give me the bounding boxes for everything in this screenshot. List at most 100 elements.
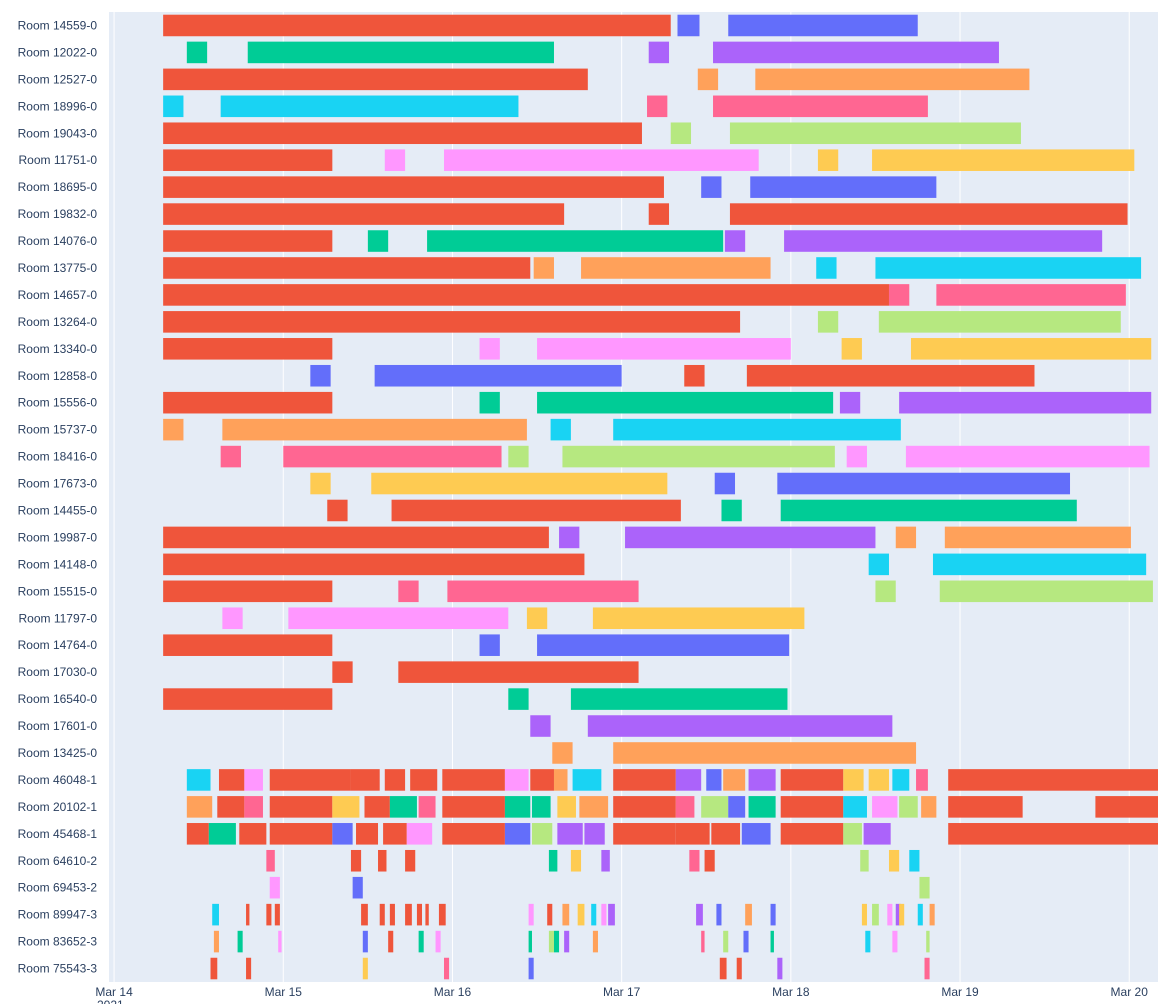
gantt-bar[interactable]: [944, 526, 1131, 549]
gantt-bar[interactable]: [689, 849, 700, 872]
gantt-bar[interactable]: [746, 364, 1035, 387]
gantt-bar[interactable]: [728, 796, 746, 818]
gantt-bar[interactable]: [899, 796, 918, 818]
gantt-bar[interactable]: [591, 903, 597, 926]
gantt-bar[interactable]: [350, 769, 380, 791]
gantt-bar[interactable]: [362, 930, 368, 953]
gantt-bar[interactable]: [548, 849, 558, 872]
gantt-bar[interactable]: [780, 796, 844, 818]
gantt-bar[interactable]: [872, 149, 1135, 171]
gantt-bar[interactable]: [442, 769, 505, 791]
gantt-bar[interactable]: [327, 499, 348, 522]
gantt-bar[interactable]: [547, 903, 553, 926]
gantt-bar[interactable]: [531, 796, 551, 818]
gantt-bar[interactable]: [528, 957, 534, 980]
gantt-bar[interactable]: [729, 122, 1021, 145]
gantt-bar[interactable]: [186, 796, 213, 818]
gantt-bar[interactable]: [587, 715, 893, 737]
gantt-bar[interactable]: [750, 176, 937, 198]
gantt-bar[interactable]: [435, 930, 441, 953]
gantt-bar[interactable]: [887, 903, 893, 926]
gantt-bar[interactable]: [447, 580, 639, 603]
gantt-bar[interactable]: [266, 849, 275, 872]
gantt-bar[interactable]: [479, 634, 500, 656]
gantt-bar[interactable]: [948, 823, 1158, 845]
gantt-bar[interactable]: [613, 823, 676, 845]
gantt-bar[interactable]: [716, 903, 722, 926]
gantt-bar[interactable]: [706, 769, 722, 791]
gantt-bar[interactable]: [926, 930, 930, 953]
gantt-bar[interactable]: [843, 796, 867, 818]
gantt-bar[interactable]: [581, 257, 771, 279]
gantt-bar[interactable]: [222, 607, 243, 630]
gantt-bar[interactable]: [562, 903, 570, 926]
gantt-bar[interactable]: [648, 41, 670, 64]
gantt-bar[interactable]: [552, 742, 573, 764]
gantt-bar[interactable]: [557, 823, 583, 845]
gantt-bar[interactable]: [892, 930, 898, 953]
gantt-bar[interactable]: [186, 769, 211, 791]
gantt-bar[interactable]: [860, 849, 869, 872]
gantt-bar[interactable]: [701, 176, 722, 198]
gantt-bar[interactable]: [383, 823, 407, 845]
gantt-bar[interactable]: [378, 849, 387, 872]
gantt-bar[interactable]: [163, 14, 671, 37]
gantt-bar[interactable]: [899, 903, 905, 926]
gantt-bar[interactable]: [780, 769, 844, 791]
gantt-bar[interactable]: [910, 338, 1152, 360]
gantt-bar[interactable]: [770, 930, 774, 953]
gantt-bar[interactable]: [843, 769, 864, 791]
gantt-bar[interactable]: [613, 742, 917, 764]
gantt-bar[interactable]: [888, 849, 900, 872]
gantt-bar[interactable]: [384, 769, 406, 791]
gantt-bar[interactable]: [398, 580, 419, 603]
gantt-bar[interactable]: [442, 796, 505, 818]
gantt-bar[interactable]: [745, 903, 752, 926]
gantt-bar[interactable]: [283, 445, 502, 468]
gantt-bar[interactable]: [163, 149, 333, 171]
gantt-bar[interactable]: [677, 14, 700, 37]
gantt-bar[interactable]: [714, 472, 736, 495]
gantt-bar[interactable]: [222, 418, 527, 441]
gantt-bar[interactable]: [504, 769, 529, 791]
gantt-bar[interactable]: [374, 364, 622, 387]
gantt-bar[interactable]: [186, 823, 209, 845]
gantt-bar[interactable]: [948, 796, 1023, 818]
gantt-bar[interactable]: [269, 796, 333, 818]
gantt-bar[interactable]: [163, 284, 889, 306]
gantt-bar[interactable]: [410, 769, 438, 791]
gantt-bar[interactable]: [508, 445, 529, 468]
gantt-bar[interactable]: [592, 930, 598, 953]
gantt-bar[interactable]: [1095, 796, 1158, 818]
gantt-bar[interactable]: [723, 930, 729, 953]
gantt-bar[interactable]: [371, 472, 668, 495]
gantt-bar[interactable]: [917, 903, 923, 926]
gantt-bar[interactable]: [647, 95, 668, 118]
gantt-bar[interactable]: [332, 661, 353, 683]
gantt-bar[interactable]: [613, 418, 901, 441]
gantt-bar[interactable]: [379, 903, 385, 926]
gantt-bar[interactable]: [872, 903, 879, 926]
gantt-bar[interactable]: [895, 903, 901, 926]
gantt-bar[interactable]: [929, 903, 935, 926]
gantt-bar[interactable]: [288, 607, 509, 630]
gantt-bar[interactable]: [163, 122, 642, 145]
gantt-bar[interactable]: [670, 122, 692, 145]
gantt-bar[interactable]: [479, 391, 500, 414]
gantt-bar[interactable]: [479, 338, 500, 360]
gantt-bar[interactable]: [533, 257, 554, 279]
gantt-bar[interactable]: [939, 580, 1153, 603]
gantt-bar[interactable]: [780, 499, 1077, 522]
gantt-bar[interactable]: [364, 796, 390, 818]
gantt-bar[interactable]: [878, 311, 1121, 333]
gantt-bar[interactable]: [861, 903, 867, 926]
gantt-bar[interactable]: [564, 930, 570, 953]
gantt-bar[interactable]: [924, 957, 930, 980]
gantt-bar[interactable]: [504, 823, 531, 845]
gantt-bar[interactable]: [418, 930, 424, 953]
gantt-bar[interactable]: [553, 930, 560, 953]
gantt-bar[interactable]: [246, 957, 252, 980]
gantt-bar[interactable]: [713, 95, 928, 118]
gantt-bar[interactable]: [608, 903, 615, 926]
gantt-bar[interactable]: [559, 526, 580, 549]
